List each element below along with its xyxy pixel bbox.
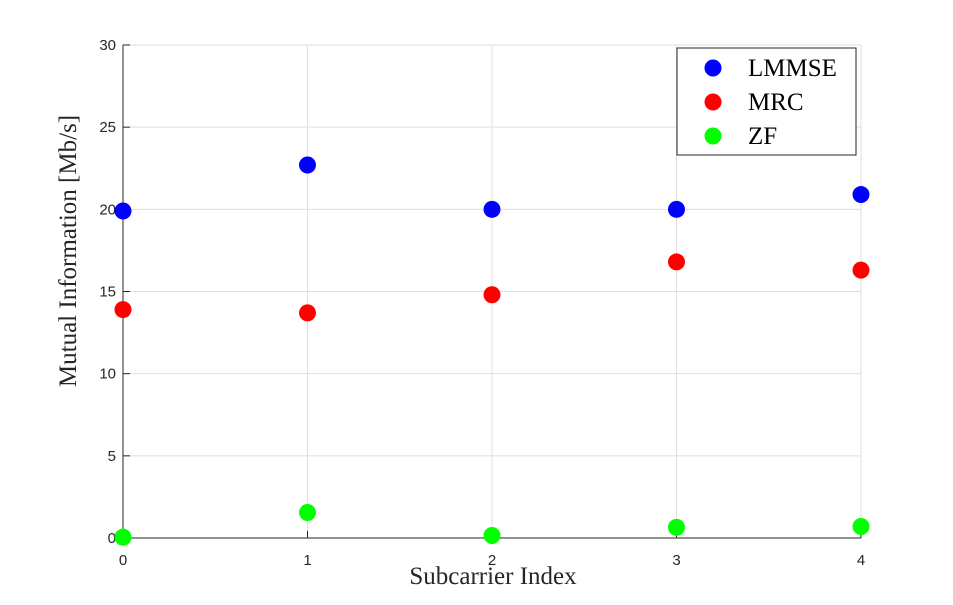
y-tick-label: 25 (99, 119, 116, 136)
x-tick-labels: 0 1 2 3 4 (119, 552, 865, 569)
legend-marker-zf (704, 127, 722, 145)
data-point-zf (114, 528, 132, 546)
y-tick-label: 10 (99, 366, 116, 383)
data-point-zf (483, 527, 501, 545)
y-tick-labels: 0 5 10 15 20 25 30 (99, 37, 116, 547)
data-point-lmmse (483, 200, 501, 218)
legend-label-lmmse: LMMSE (748, 55, 837, 82)
data-point-zf (668, 518, 685, 536)
legend-marker-mrc (704, 93, 722, 111)
legend-label-mrc: MRC (748, 89, 804, 116)
x-axis-label: Subcarrier Index (409, 563, 577, 590)
data-point-lmmse (852, 186, 870, 204)
data-point-lmmse (668, 200, 685, 218)
y-tick-label: 20 (99, 201, 116, 218)
y-axis-label: Mutual Information [Mb/s] (55, 115, 82, 387)
x-tick-label: 1 (303, 552, 311, 569)
legend-marker-lmmse (704, 59, 722, 77)
data-point-zf (299, 504, 316, 522)
data-point-mrc (483, 286, 501, 304)
legend: LMMSE MRC ZF (676, 47, 857, 156)
data-point-lmmse (114, 202, 132, 220)
data-point-zf (852, 517, 870, 535)
data-point-mrc (852, 261, 870, 279)
y-tick-label: 30 (99, 37, 116, 54)
data-points (114, 156, 870, 546)
y-tick-label: 0 (108, 530, 116, 547)
y-tick-label: 15 (99, 284, 116, 301)
legend-label-zf: ZF (748, 123, 777, 150)
x-tick-label: 4 (857, 552, 865, 569)
x-tick-label: 2 (488, 552, 496, 569)
data-point-mrc (668, 253, 685, 271)
data-point-mrc (299, 304, 316, 322)
data-point-lmmse (299, 156, 316, 174)
data-point-mrc (114, 301, 132, 319)
x-tick-label: 0 (119, 552, 127, 569)
y-tick-label: 5 (108, 448, 116, 465)
x-tick-label: 3 (672, 552, 680, 569)
